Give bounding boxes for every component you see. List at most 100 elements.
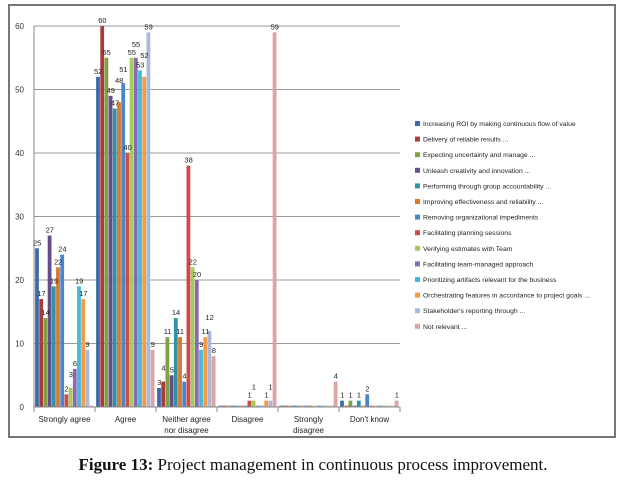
bar xyxy=(199,349,203,407)
data-label: 6 xyxy=(73,359,77,368)
data-label: 59 xyxy=(144,22,152,31)
bar-zero xyxy=(373,405,378,407)
bar xyxy=(247,400,252,407)
bar xyxy=(138,70,142,407)
bar-zero xyxy=(295,405,301,407)
x-tick-label: disagree xyxy=(293,426,324,435)
bar xyxy=(365,394,370,407)
bar-zero xyxy=(304,405,309,407)
bar-zero xyxy=(377,405,383,407)
bar xyxy=(56,267,60,407)
legend-label: Prioritizing artifacts relevant for the … xyxy=(423,277,557,284)
bar xyxy=(169,375,174,407)
bar-zero xyxy=(283,405,288,407)
bar-zero xyxy=(390,405,395,407)
data-label: 40 xyxy=(123,143,131,152)
bar xyxy=(77,286,81,407)
x-tick-label: nor disagree xyxy=(164,426,209,435)
legend-label: Stakeholder's reporting through ... xyxy=(423,308,525,315)
bar xyxy=(264,400,269,407)
data-label: 9 xyxy=(151,340,155,349)
y-tick-label: 0 xyxy=(20,403,25,412)
bar xyxy=(85,349,90,407)
bar xyxy=(251,400,256,407)
bar-zero xyxy=(243,405,248,407)
bar xyxy=(142,76,147,408)
data-label: 1 xyxy=(269,383,273,392)
legend-swatch xyxy=(415,261,420,267)
y-tick-label: 60 xyxy=(15,22,24,31)
bar xyxy=(182,381,187,407)
legend-swatch xyxy=(415,214,420,220)
legend-label: Improving effectiveness and reliability … xyxy=(423,199,544,206)
bar-zero xyxy=(260,405,265,407)
bar xyxy=(190,267,195,407)
data-label: 55 xyxy=(102,48,110,57)
bar-zero xyxy=(316,405,322,407)
figure-caption: Figure 13: Project management in continu… xyxy=(0,455,626,475)
caption-label: Figure 13: xyxy=(78,455,154,474)
data-label: 52 xyxy=(94,67,102,76)
bar xyxy=(150,349,155,407)
data-label: 1 xyxy=(340,391,344,400)
data-label: 14 xyxy=(41,308,49,317)
x-tick-label: Strongly agree xyxy=(38,415,91,424)
data-label: 53 xyxy=(136,60,144,69)
data-label: 52 xyxy=(140,51,148,60)
x-tick-label: Agree xyxy=(115,415,137,424)
data-label: 51 xyxy=(119,65,127,74)
bar-zero xyxy=(222,405,227,407)
data-label: 4 xyxy=(182,372,186,381)
bar-zero xyxy=(234,405,240,407)
data-label: 55 xyxy=(132,40,140,49)
bar xyxy=(194,280,199,407)
bar xyxy=(129,57,134,407)
data-label: 22 xyxy=(189,257,197,266)
x-tick-label: Strongly xyxy=(294,415,323,424)
bar-chart: 01020304050602517142719222423619179Stron… xyxy=(15,16,590,435)
x-tick-label: Disagree xyxy=(231,415,264,424)
data-label: 12 xyxy=(205,313,213,322)
data-label: 59 xyxy=(271,22,279,31)
bar-zero xyxy=(312,405,317,407)
legend-label: Unleash creativity and innovation ... xyxy=(423,168,530,175)
bar-zero xyxy=(255,405,261,407)
bar xyxy=(81,299,86,407)
bar xyxy=(133,57,138,407)
legend-label: Verifying estimates with Team xyxy=(423,246,513,253)
legend-swatch xyxy=(415,183,420,189)
bar xyxy=(157,387,161,407)
x-tick-label: Don't know xyxy=(350,415,390,424)
data-label: 9 xyxy=(199,340,203,349)
bar-zero xyxy=(218,405,223,407)
bar xyxy=(68,387,73,407)
legend-label: Not relevant ... xyxy=(423,324,467,331)
y-tick-label: 50 xyxy=(15,86,24,95)
data-label: 25 xyxy=(33,238,41,247)
bar xyxy=(272,32,277,407)
legend-swatch xyxy=(415,121,420,126)
legend-swatch xyxy=(415,292,420,298)
data-label: 4 xyxy=(161,364,165,373)
bar xyxy=(64,394,69,407)
data-label: 5 xyxy=(170,365,174,374)
bar xyxy=(39,299,44,407)
legend-swatch xyxy=(415,167,420,173)
bar-zero xyxy=(369,405,374,407)
bar xyxy=(333,381,338,407)
legend-swatch xyxy=(415,245,420,251)
bar xyxy=(117,102,121,407)
legend-label: Facilitating planning sessions xyxy=(423,230,512,237)
legend-swatch xyxy=(415,323,420,329)
legend-label: Expecting uncertainty and manage ... xyxy=(423,152,535,159)
bar-zero xyxy=(321,405,326,407)
data-label: 11 xyxy=(164,327,172,336)
bar-zero xyxy=(239,405,244,407)
legend-swatch xyxy=(415,308,420,314)
legend-swatch xyxy=(415,136,420,142)
bar xyxy=(161,381,166,407)
y-tick-label: 10 xyxy=(15,340,24,349)
x-tick-label: Neither agree xyxy=(162,415,211,424)
bar xyxy=(100,26,105,407)
bar-zero xyxy=(382,405,387,407)
